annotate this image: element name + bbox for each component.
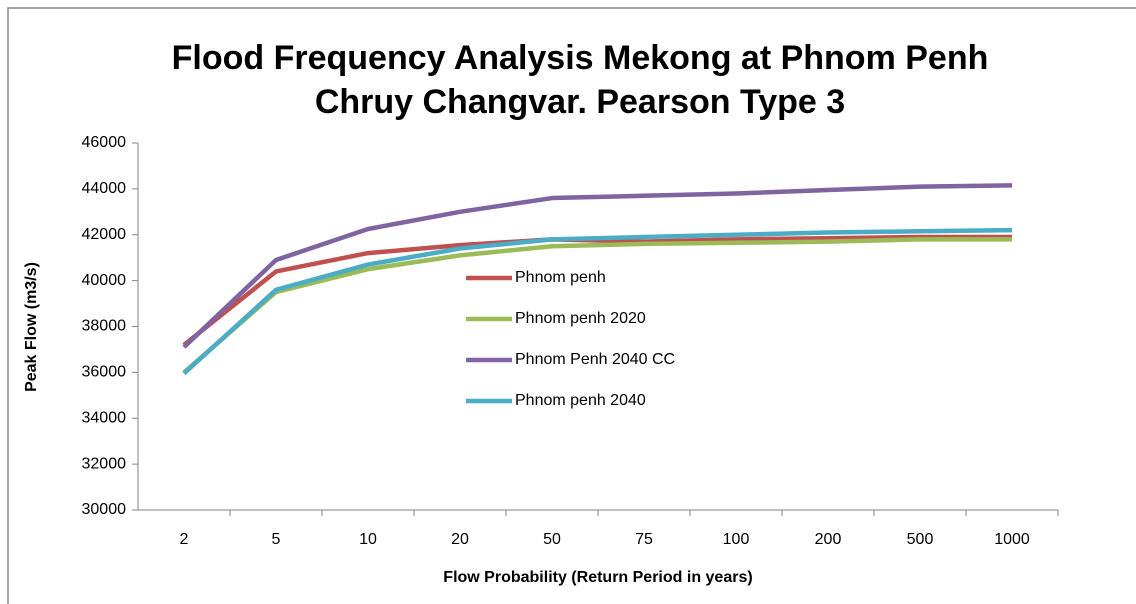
chart-title: Flood Frequency Analysis Mekong at Phnom… bbox=[172, 39, 989, 77]
x-tick-label: 20 bbox=[451, 531, 469, 548]
y-tick-label: 44000 bbox=[82, 180, 127, 197]
x-tick-label: 1000 bbox=[994, 531, 1030, 548]
y-tick-label: 38000 bbox=[82, 318, 127, 335]
y-tick-label: 40000 bbox=[82, 272, 127, 289]
y-tick-label: 46000 bbox=[82, 134, 127, 151]
series-line bbox=[182, 183, 1013, 349]
series-line bbox=[182, 227, 1013, 376]
legend-label: Phnom Penh 2040 CC bbox=[515, 351, 675, 368]
y-tick-label: 36000 bbox=[82, 364, 127, 381]
y-tick-label: 30000 bbox=[82, 501, 127, 518]
chart-title: Chruy Changvar. Pearson Type 3 bbox=[315, 83, 845, 121]
y-tick-label: 34000 bbox=[82, 409, 127, 426]
y-tick-label: 32000 bbox=[82, 455, 127, 472]
chart-frame bbox=[7, 7, 1136, 604]
legend-label: Phnom penh 2020 bbox=[515, 310, 646, 327]
legend-label: Phnom penh bbox=[515, 269, 606, 286]
y-axis-title: Peak Flow (m3/s) bbox=[23, 262, 40, 392]
x-tick-label: 5 bbox=[272, 531, 281, 548]
x-tick-label: 50 bbox=[543, 531, 561, 548]
legend-label: Phnom penh 2040 bbox=[515, 392, 646, 409]
x-axis-title: Flow Probability (Return Period in years… bbox=[443, 569, 752, 586]
x-tick-label: 75 bbox=[635, 531, 653, 548]
x-tick-label: 10 bbox=[359, 531, 377, 548]
x-tick-label: 2 bbox=[180, 531, 189, 548]
series-line bbox=[182, 237, 1012, 375]
x-tick-label: 200 bbox=[815, 531, 842, 548]
x-tick-label: 500 bbox=[907, 531, 934, 548]
series-line bbox=[182, 234, 1012, 347]
y-tick-label: 42000 bbox=[82, 226, 127, 243]
x-tick-label: 100 bbox=[723, 531, 750, 548]
